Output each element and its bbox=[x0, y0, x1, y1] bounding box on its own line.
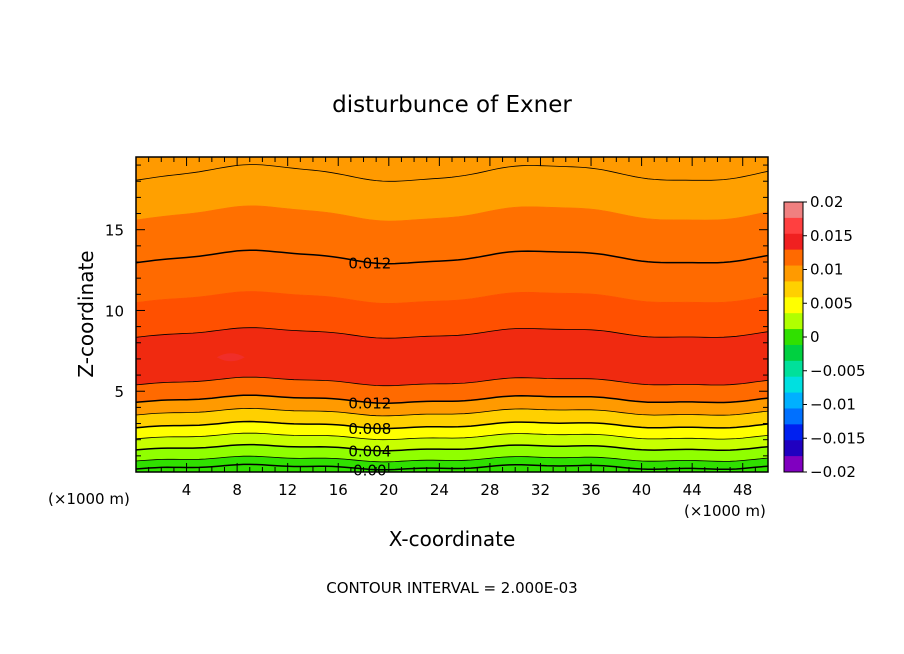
y-tick-label: 5 bbox=[114, 383, 124, 401]
x-tick-label: 32 bbox=[531, 481, 550, 499]
contour-interval-note: CONTOUR INTERVAL = 2.000E-03 bbox=[326, 579, 577, 597]
contour-label-6: 0.008 bbox=[348, 420, 391, 438]
contour-line-layer bbox=[136, 164, 768, 471]
x-unit-label-left: (×1000 m) bbox=[48, 490, 130, 508]
colorbar-swatch bbox=[784, 202, 803, 219]
x-tick-label: 40 bbox=[632, 481, 651, 499]
colorbar-tick-label: 0.02 bbox=[810, 193, 843, 211]
contour-line-7 bbox=[136, 432, 768, 441]
colorbar-swatch bbox=[784, 329, 803, 346]
contour-line-2 bbox=[136, 327, 768, 339]
colorbar-swatch bbox=[784, 440, 803, 457]
colorbar-swatch bbox=[784, 408, 803, 425]
x-unit-label-right: (×1000 m) bbox=[684, 502, 766, 520]
colorbar: 0.02 0.015 0.01 0.005 0 −0.005 −0.01 −0.015 −0.0… bbox=[783, 193, 866, 481]
contour-line-4 bbox=[136, 394, 768, 404]
colorbar-swatch bbox=[784, 249, 803, 267]
colorbar-swatch bbox=[784, 392, 803, 409]
contour-line-5 bbox=[136, 407, 768, 417]
contour-fill-layer bbox=[136, 157, 768, 472]
colorbar-swatch bbox=[784, 297, 803, 314]
contour-line-0 bbox=[136, 164, 768, 182]
colorbar-swatch bbox=[784, 360, 803, 378]
colorbar-swatch bbox=[784, 233, 803, 251]
contour-label-1: 0.012 bbox=[348, 255, 391, 273]
x-tick-label: 28 bbox=[480, 481, 499, 499]
contour-label-8: 0.004 bbox=[348, 442, 391, 460]
colorbar-swatch bbox=[784, 344, 803, 362]
colorbar-swatch bbox=[784, 376, 803, 394]
y-tick-label: 15 bbox=[105, 222, 124, 240]
colorbar-tick-label: 0.015 bbox=[810, 227, 853, 245]
colorbar-tick-label: −0.02 bbox=[810, 463, 856, 481]
colorbar-tick-label: 0.01 bbox=[810, 261, 843, 279]
chart-title: disturbunce of Exner bbox=[332, 92, 572, 118]
colorbar-swatch bbox=[784, 217, 803, 235]
x-tick-label: 12 bbox=[278, 481, 297, 499]
contour-line-8 bbox=[136, 443, 768, 452]
colorbar-tick-label: −0.01 bbox=[810, 396, 856, 414]
colorbar-swatch bbox=[784, 424, 803, 441]
colorbar-swatch bbox=[784, 281, 803, 298]
colorbar-swatch bbox=[784, 313, 803, 330]
y-tick-label: 10 bbox=[105, 302, 124, 320]
local-maximum-patch bbox=[216, 353, 245, 362]
x-tick-label: 48 bbox=[733, 481, 752, 499]
contour-line-9 bbox=[136, 455, 768, 463]
contour-line-3 bbox=[136, 376, 768, 387]
x-tick-label: 36 bbox=[581, 481, 600, 499]
colorbar-tick-label: 0 bbox=[810, 328, 820, 346]
colorbar-swatch bbox=[784, 456, 803, 473]
x-tick-label: 8 bbox=[232, 481, 242, 499]
colorbar-tick-label: −0.005 bbox=[810, 362, 866, 380]
x-axis-label: X-coordinate bbox=[389, 527, 516, 551]
contour-label-4: 0.012 bbox=[348, 395, 391, 413]
y-axis: 5 10 15 bbox=[105, 164, 768, 457]
x-tick-label: 16 bbox=[329, 481, 348, 499]
x-tick-label: 4 bbox=[182, 481, 192, 499]
colorbar-tick-label: −0.015 bbox=[810, 429, 866, 447]
colorbar-swatch bbox=[784, 265, 803, 282]
x-axis: 4 8 12 16 20 24 28 32 36 40 44 48 bbox=[148, 157, 756, 499]
x-tick-label: 44 bbox=[683, 481, 702, 499]
contour-line-1 bbox=[136, 249, 768, 265]
contour-line-6 bbox=[136, 420, 768, 430]
y-axis-label: Z-coordinate bbox=[74, 250, 98, 377]
x-tick-label: 24 bbox=[430, 481, 449, 499]
colorbar-tick-label: 0.005 bbox=[810, 294, 853, 312]
contour-label-10: 0.00 bbox=[353, 461, 386, 479]
x-tick-label: 20 bbox=[379, 481, 398, 499]
